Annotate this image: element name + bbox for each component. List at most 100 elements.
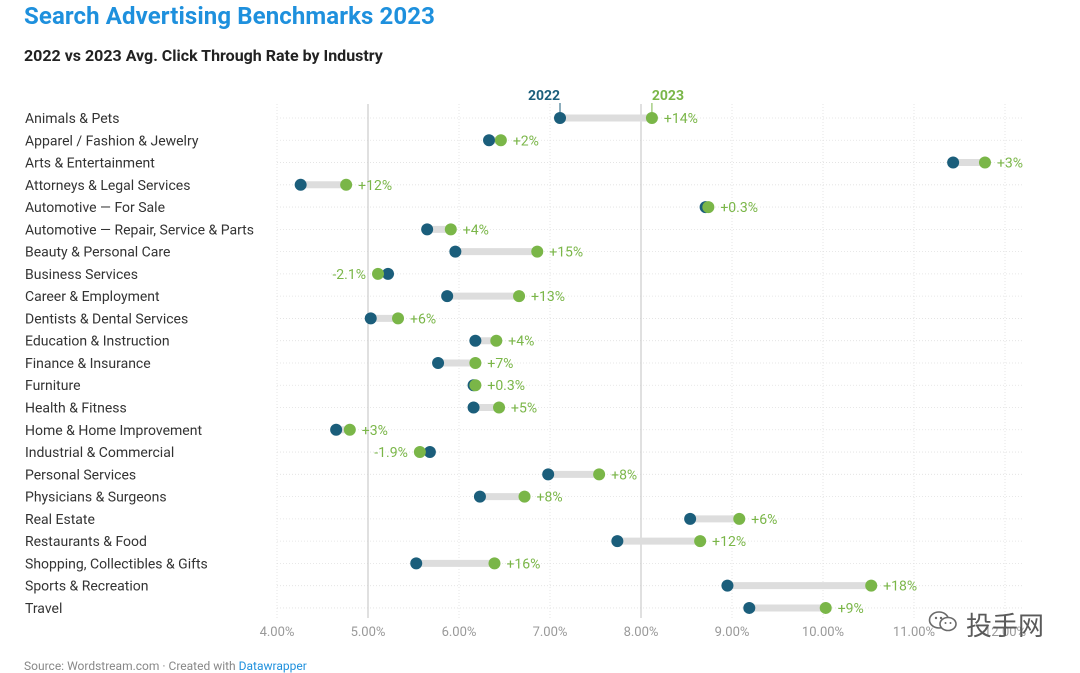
source-text: Source: Wordstream.com xyxy=(24,659,160,673)
dot-2023 xyxy=(513,290,526,303)
watermark-text: 投手网 xyxy=(966,612,1045,642)
dot-2022 xyxy=(473,490,486,503)
dot-2022 xyxy=(410,557,423,570)
data-dots xyxy=(294,112,991,614)
change-label: +0.3% xyxy=(720,200,758,216)
row-label: Business Services xyxy=(25,267,138,283)
row-label: Beauty & Personal Care xyxy=(25,245,170,261)
dot-2022 xyxy=(554,112,567,124)
dot-2023 xyxy=(469,356,482,369)
change-label: +3% xyxy=(997,156,1023,172)
row-label: Animals & Pets xyxy=(25,111,119,127)
change-label: -1.9% xyxy=(374,445,408,461)
x-axis-ticks: 4.00% 5.00% 6.00% 7.00% 8.00% 9.00% 10.00% 11.0… xyxy=(260,625,1027,640)
change-labels: +14% +2% +3% +12% +0.3% +4% +15% -2.1% +13% +6% +4… xyxy=(332,111,1023,617)
row-label: Furniture xyxy=(25,378,81,394)
change-label: +15% xyxy=(549,245,583,261)
change-label: +12% xyxy=(358,178,392,194)
change-label: +4% xyxy=(463,222,489,238)
change-label: +9% xyxy=(838,601,864,617)
row-label: Personal Services xyxy=(25,467,136,483)
dot-2023 xyxy=(493,401,506,414)
row-labels: Animals & Pets Apparel / Fashion & Jewelr… xyxy=(25,111,254,617)
chart-title: Search Advertising Benchmarks 2023 xyxy=(24,2,436,30)
x-tick-label: 11.00% xyxy=(893,625,935,640)
x-tick-label: 12.00% xyxy=(984,625,1026,640)
dot-2023 xyxy=(978,156,991,169)
x-tick-label: 9.00% xyxy=(715,625,750,640)
row-label: Career & Employment xyxy=(25,289,160,305)
dot-2022 xyxy=(382,267,395,280)
dot-2023 xyxy=(518,490,531,503)
dot-2022 xyxy=(432,356,445,369)
dot-2023 xyxy=(490,334,503,347)
dot-2022 xyxy=(542,468,555,481)
dot-2023 xyxy=(702,201,715,214)
change-label: +13% xyxy=(531,289,565,305)
dot-2022 xyxy=(467,401,480,414)
dot-2022 xyxy=(330,423,343,436)
change-label: +8% xyxy=(611,467,637,483)
change-label: +7% xyxy=(487,356,513,372)
row-label: Home & Home Improvement xyxy=(25,423,202,439)
chart-subtitle: 2022 vs 2023 Avg. Click Through Rate by … xyxy=(24,46,383,65)
dot-2023 xyxy=(733,512,746,525)
x-tick-label: 6.00% xyxy=(442,625,477,640)
row-label: Dentists & Dental Services xyxy=(25,311,188,327)
legend-2022: 2022 xyxy=(528,88,560,104)
dot-2023 xyxy=(340,178,353,191)
dot-2023 xyxy=(392,312,405,325)
row-label: Arts & Entertainment xyxy=(25,156,155,172)
datawrapper-link[interactable]: Datawrapper xyxy=(238,659,307,673)
change-label: +5% xyxy=(511,401,537,417)
dot-2022 xyxy=(421,223,434,236)
series-legend: 2022 2023 xyxy=(528,88,684,112)
dot-2023 xyxy=(694,535,707,548)
dot-2022 xyxy=(947,156,960,169)
legend-2023: 2023 xyxy=(652,88,684,104)
dot-2022 xyxy=(611,535,624,548)
dot-2023 xyxy=(444,223,457,236)
row-label: Education & Instruction xyxy=(25,334,170,350)
change-label: +3% xyxy=(362,423,388,439)
dot-2022 xyxy=(743,601,756,614)
row-label: Finance & Insurance xyxy=(25,356,151,372)
row-label: Attorneys & Legal Services xyxy=(25,178,190,194)
x-tick-label: 10.00% xyxy=(802,625,844,640)
row-label: Real Estate xyxy=(25,512,95,528)
dot-2023 xyxy=(372,267,385,280)
row-label: Restaurants & Food xyxy=(25,534,147,550)
change-label: +18% xyxy=(883,579,917,595)
dot-2023 xyxy=(819,601,832,614)
change-label: +6% xyxy=(751,512,777,528)
dot-2022 xyxy=(364,312,377,325)
x-tick-label: 5.00% xyxy=(351,625,386,640)
row-label: Sports & Recreation xyxy=(25,579,148,595)
dot-2023 xyxy=(593,468,606,481)
dot-2023 xyxy=(494,134,507,147)
x-tick-label: 8.00% xyxy=(624,625,659,640)
dot-2023 xyxy=(488,557,501,570)
dot-2022 xyxy=(483,134,496,147)
change-label: -2.1% xyxy=(332,267,366,283)
chat-bubble-icon xyxy=(928,611,957,632)
change-label: +2% xyxy=(513,133,539,149)
dot-2022 xyxy=(294,178,307,191)
row-label: Apparel / Fashion & Jewelry xyxy=(25,133,199,149)
row-label: Physicians & Surgeons xyxy=(25,490,167,506)
dot-2023 xyxy=(865,579,878,592)
change-label: +8% xyxy=(537,490,563,506)
dot-2023 xyxy=(469,379,482,392)
change-label: +14% xyxy=(664,111,698,127)
dot-2022 xyxy=(441,290,454,303)
row-label: Automotive — For Sale xyxy=(25,200,165,216)
created-text: · Created with xyxy=(162,659,236,673)
change-label: +12% xyxy=(712,534,746,550)
change-label: +16% xyxy=(506,556,540,572)
dot-2023 xyxy=(343,423,356,436)
x-tick-label: 7.00% xyxy=(533,625,568,640)
dot-2022 xyxy=(423,446,436,459)
dot-2022 xyxy=(684,512,697,525)
change-label: +6% xyxy=(410,311,436,327)
row-label: Shopping, Collectibles & Gifts xyxy=(25,556,208,572)
